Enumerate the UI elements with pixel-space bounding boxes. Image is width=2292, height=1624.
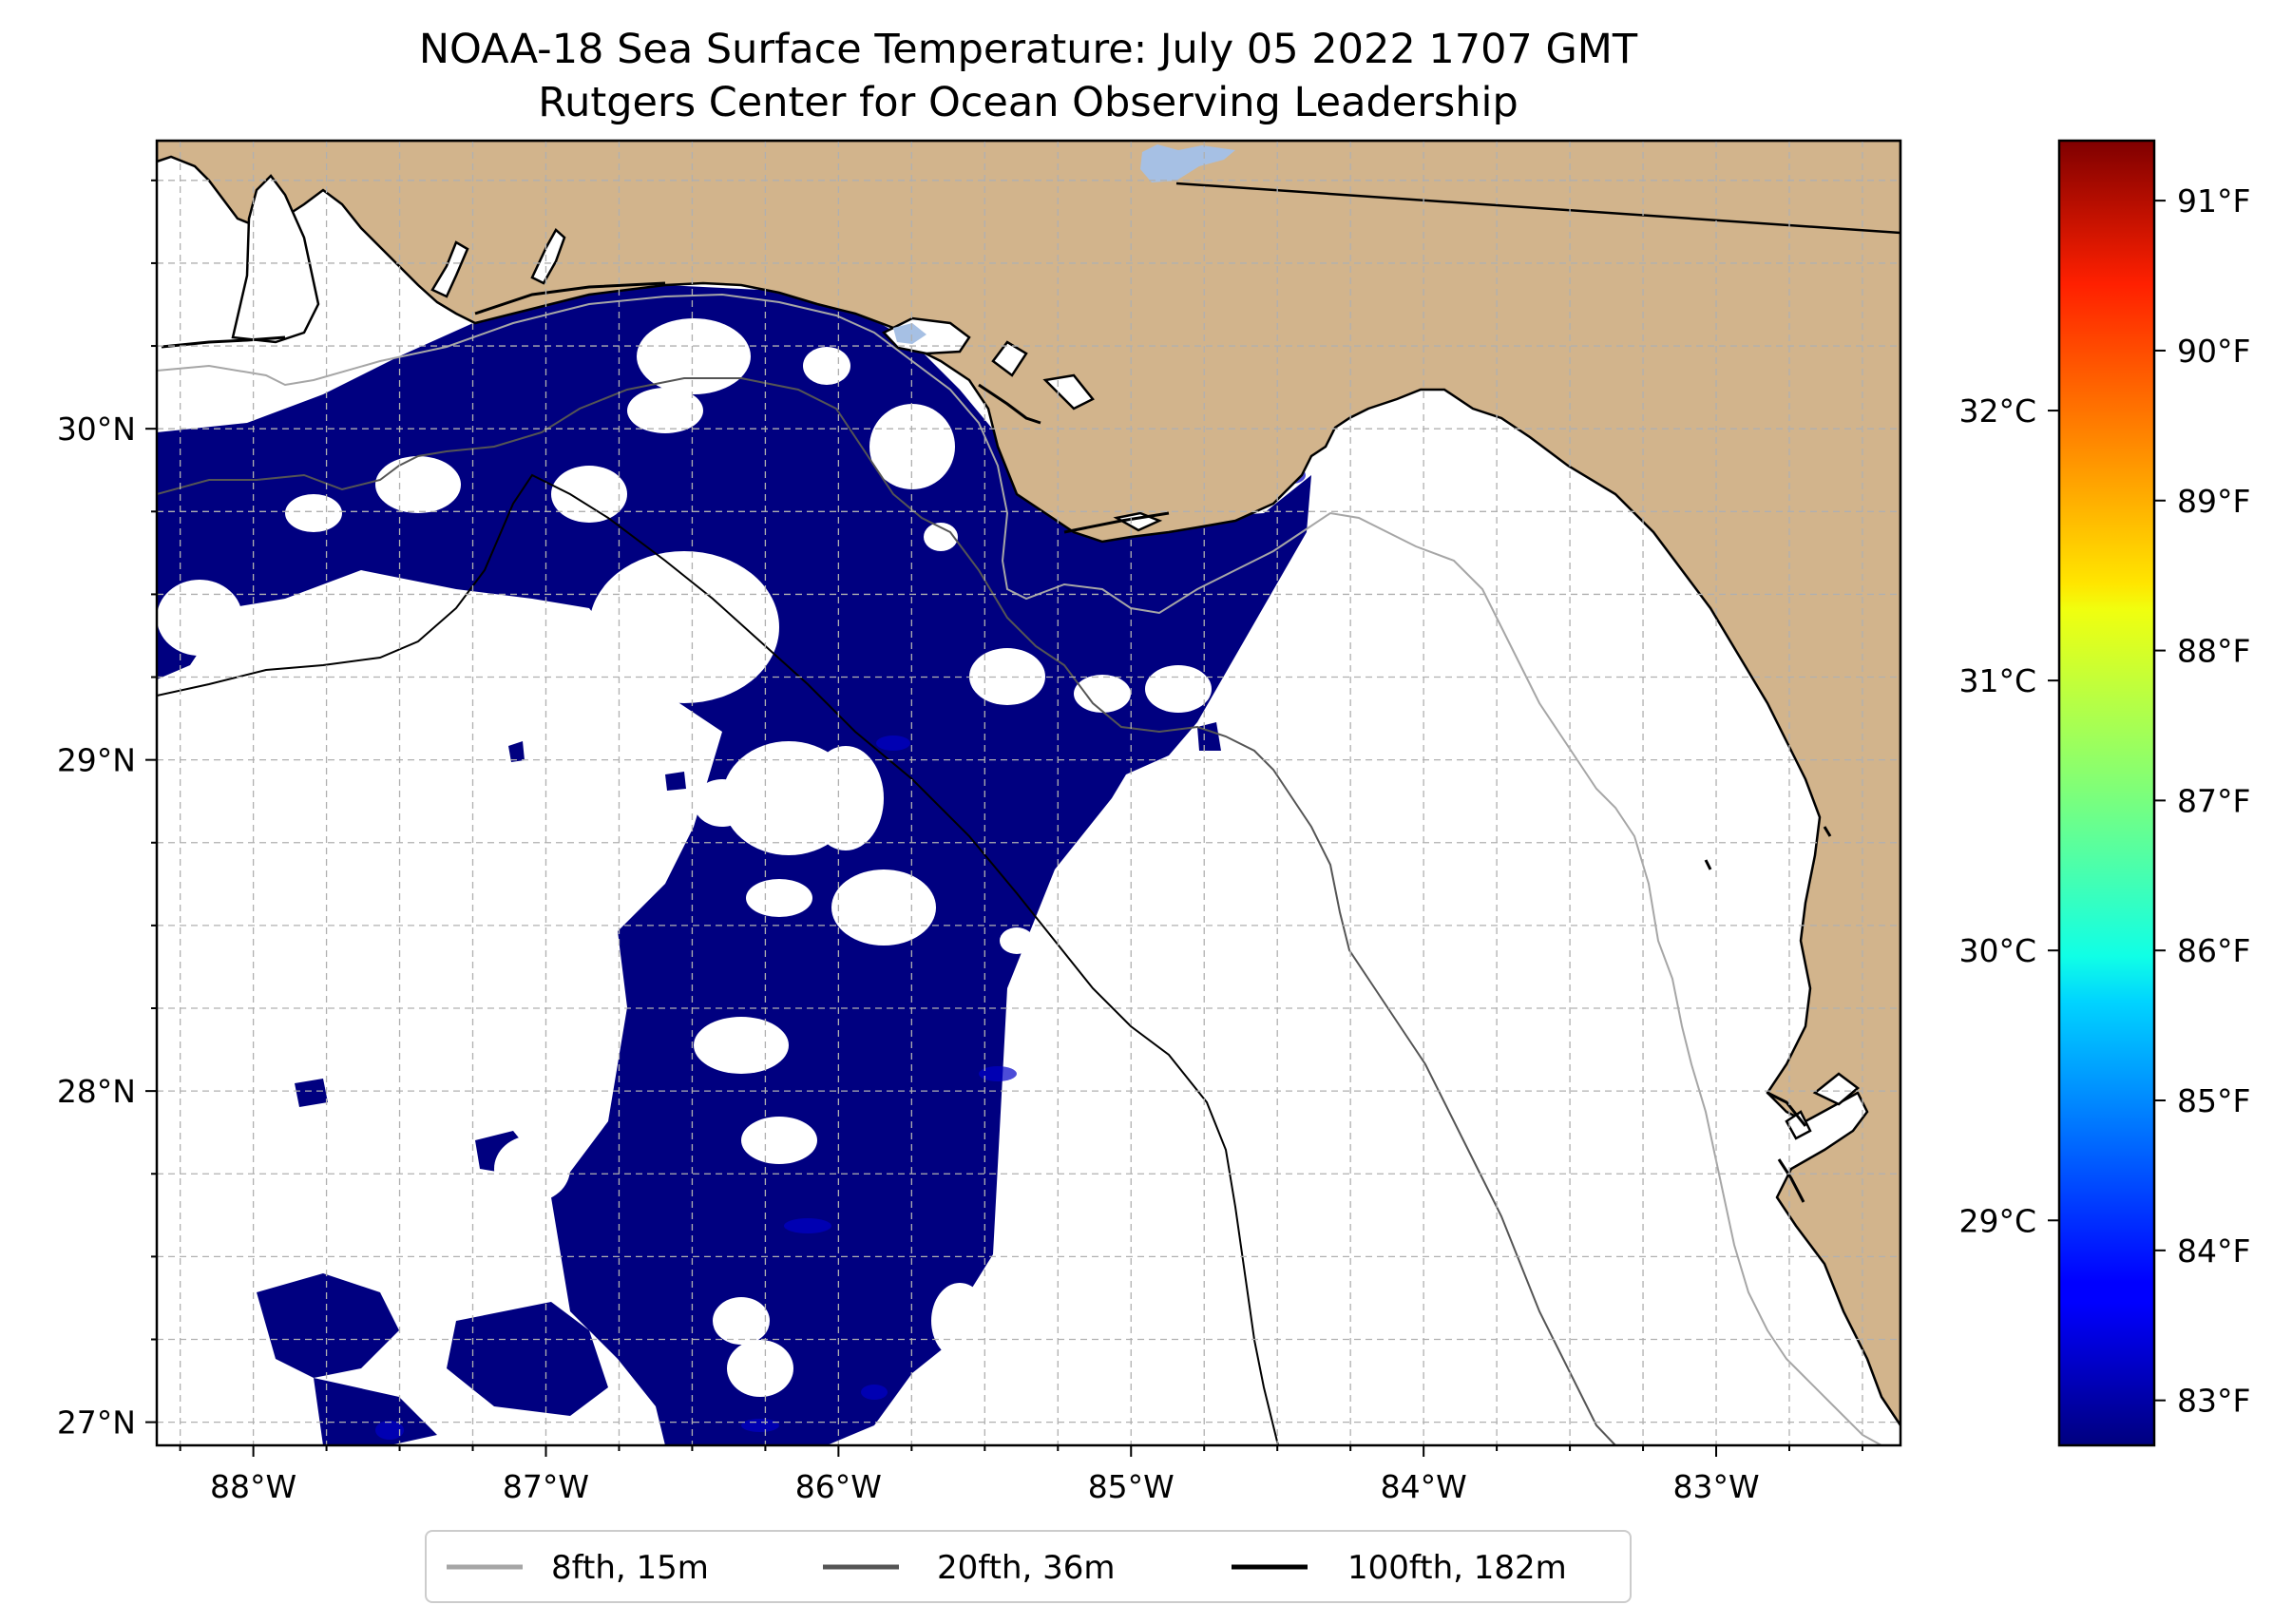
legend-box	[425, 1530, 1632, 1603]
legend-label-8fth: 8fth, 15m	[551, 1549, 709, 1587]
land-mass	[157, 141, 1900, 1428]
x-tick-label: 86°W	[795, 1468, 882, 1505]
colorbar-f-tick-label: 84°F	[2177, 1232, 2250, 1270]
map-frame	[155, 139, 1902, 1447]
gridlines	[157, 141, 1900, 1445]
y-tick-label: 27°N	[57, 1404, 136, 1442]
colorbar-c-tick-label: 31°C	[1958, 662, 2036, 699]
cloud-gaps	[157, 318, 1212, 1403]
colorbar-c-tick-label: 30°C	[1958, 932, 2036, 969]
map-panel	[157, 141, 1900, 1445]
isobath-20fth	[157, 377, 1616, 1445]
colorbar-gradient	[2057, 139, 2156, 1447]
x-tick-label: 85°W	[1088, 1468, 1175, 1505]
colorbar-fahrenheit-ticks: 83°F 84°F 85°F 86°F 87°F 88°F 89°F 90°F 91°F	[2154, 182, 2250, 1420]
y-tick-label: 29°N	[57, 742, 136, 779]
coastal-bays	[231, 174, 1861, 1140]
colorbar-f-tick-label: 88°F	[2177, 633, 2250, 670]
colorbar-c-tick-label: 32°C	[1958, 392, 2036, 430]
y-tick-label: 30°N	[57, 411, 136, 448]
x-tick-label: 84°W	[1381, 1468, 1467, 1505]
map-axes: 88°W 87°W 86°W 85°W 84°W 83°W 30°N 29°N 28°N 27°N	[57, 179, 1863, 1505]
title-line-2: Rutgers Center for Ocean Observing Leade…	[538, 79, 1518, 126]
colorbar-f-tick-label: 91°F	[2177, 182, 2250, 220]
lakes	[893, 144, 1235, 344]
legend-label-20fth: 20fth, 36m	[937, 1549, 1116, 1587]
colorbar-f-tick-label: 83°F	[2177, 1383, 2250, 1420]
isobath-8fth	[157, 293, 1882, 1445]
colorbar-f-tick-label: 85°F	[2177, 1082, 2250, 1119]
x-tick-label: 88°W	[210, 1468, 296, 1505]
colorbar-f-tick-label: 87°F	[2177, 782, 2250, 819]
colorbar-c-tick-label: 29°C	[1958, 1202, 2036, 1239]
x-tick-label: 83°W	[1672, 1468, 1759, 1505]
colorbar-f-tick-label: 90°F	[2177, 333, 2250, 370]
state-border	[1175, 182, 1900, 235]
isobath-legend: 8fth, 15m 20fth, 36m 100fth, 182m	[425, 1530, 1632, 1603]
title-line-1: NOAA-18 Sea Surface Temperature: July 05…	[419, 26, 1638, 73]
barrier-islands	[161, 281, 1832, 1203]
y-tick-label: 28°N	[57, 1073, 136, 1110]
colorbar-f-tick-label: 86°F	[2177, 932, 2250, 969]
colorbar-celsius-ticks: 29°C 30°C 31°C 32°C	[1958, 392, 2059, 1239]
colorbar-f-tick-label: 89°F	[2177, 483, 2250, 520]
x-tick-label: 87°W	[503, 1468, 589, 1505]
legend-label-100fth: 100fth, 182m	[1347, 1549, 1567, 1587]
colorbar: 83°F 84°F 85°F 86°F 87°F 88°F 89°F 90°F 91°F 29°…	[1958, 139, 2250, 1447]
isobath-100fth	[157, 473, 1279, 1445]
